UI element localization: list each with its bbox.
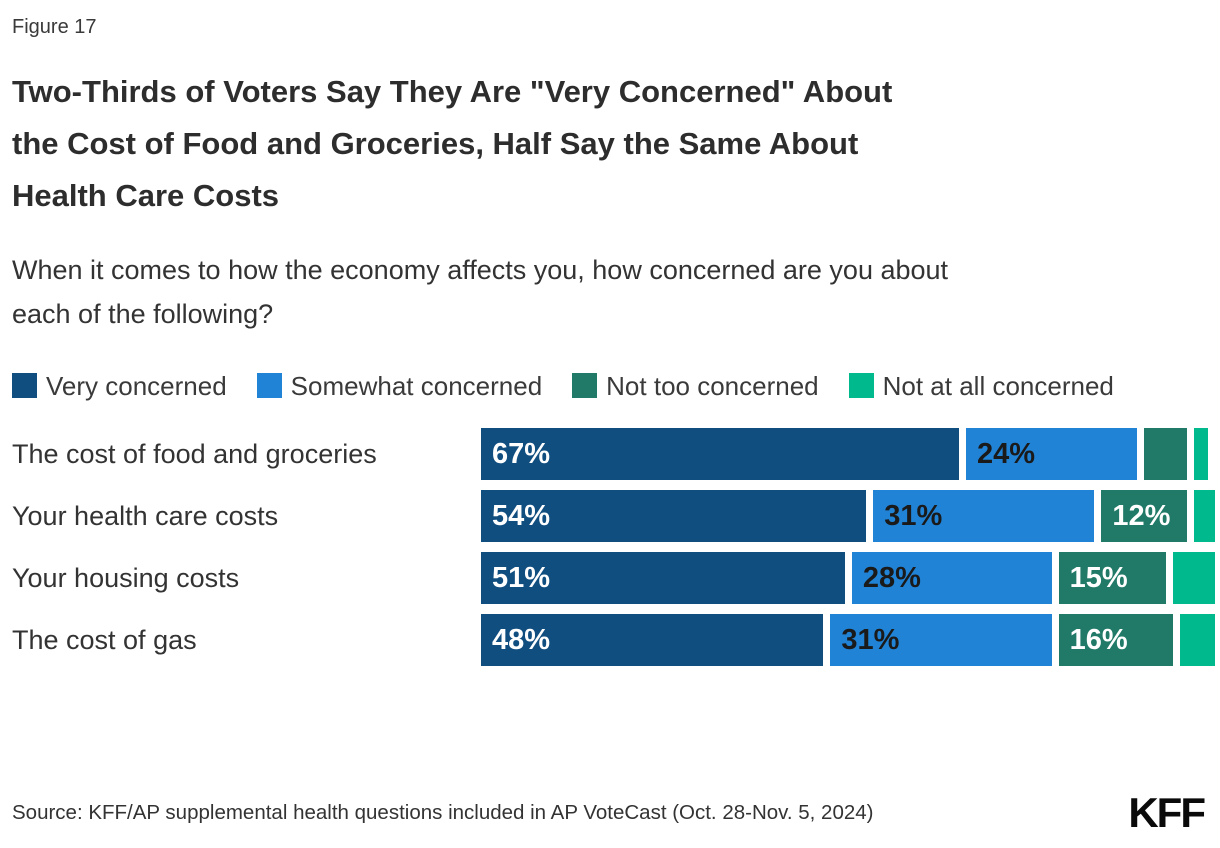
bar-value-label: 24% xyxy=(976,437,1036,470)
kff-logo: KFF xyxy=(1128,789,1206,836)
category-label: Your housing costs xyxy=(12,562,240,593)
bar-segment-very-concerned: 67% xyxy=(481,428,959,480)
bar-value-label: 12% xyxy=(1112,499,1171,532)
bar-segment-not-at-all-concerned xyxy=(1193,490,1216,542)
bar-value-label: 51% xyxy=(492,561,551,594)
chart-title-line-2: the Cost of Food and Groceries, Half Say… xyxy=(12,126,859,161)
legend-swatch-very-concerned xyxy=(12,373,37,398)
bar-segment-very-concerned: 54% xyxy=(481,490,867,542)
chart-legend: Very concerned Somewhat concerned Not too … xyxy=(12,360,1208,413)
bar-track: 54% 31% 12% xyxy=(481,490,1216,542)
bar-segment-not-too-concerned: 16% xyxy=(1058,614,1173,666)
bar-segment-not-too-concerned: 15% xyxy=(1058,552,1166,604)
bar-segment-somewhat-concerned: 31% xyxy=(830,614,1052,666)
chart-row: Your health care costs 54% 31% 12% xyxy=(12,490,1216,542)
bar-segment-very-concerned: 51% xyxy=(481,552,845,604)
bar-segment-not-at-all-concerned xyxy=(1172,552,1216,604)
legend-label: Not at all concerned xyxy=(882,371,1114,401)
bar-segment-not-at-all-concerned xyxy=(1193,428,1209,480)
category-label: Your health care costs xyxy=(12,500,279,531)
bar-value-label: 16% xyxy=(1069,623,1128,656)
source-note: Source: KFF/AP supplemental health quest… xyxy=(12,801,874,824)
bar-value-label: 31% xyxy=(884,499,943,532)
figure-number-label: Figure 17 xyxy=(12,16,97,38)
chart-row: The cost of gas 48% 31% 16% xyxy=(12,614,1216,666)
legend-label: Somewhat concerned xyxy=(290,371,543,401)
chart-title-line-3: Health Care Costs xyxy=(12,178,280,213)
bar-value-label: 48% xyxy=(492,623,551,656)
category-label: The cost of food and groceries xyxy=(12,438,377,469)
bar-value-label: 15% xyxy=(1069,561,1128,594)
bar-value-label: 28% xyxy=(862,561,921,594)
bar-segment-very-concerned: 48% xyxy=(481,614,824,666)
chart-row: The cost of food and groceries 67% 24% xyxy=(12,428,1209,480)
bar-value-label: 31% xyxy=(841,623,900,656)
bar-segment-somewhat-concerned: 31% xyxy=(873,490,1095,542)
legend-swatch-somewhat-concerned xyxy=(256,373,282,398)
bar-segment-somewhat-concerned: 24% xyxy=(965,428,1138,480)
chart-row: Your housing costs 51% 28% 15% xyxy=(12,552,1216,604)
legend-swatch-not-too-concerned xyxy=(572,373,598,398)
bar-track: 48% 31% 16% xyxy=(481,614,1216,666)
chart-question: When it comes to how the economy affects… xyxy=(12,248,1197,336)
stacked-bar-chart: The cost of food and groceries 67% 24% Your… xyxy=(12,428,1216,666)
bar-value-label: 67% xyxy=(492,437,551,470)
legend-label: Very concerned xyxy=(46,371,227,401)
bar-track: 51% 28% 15% xyxy=(481,552,1216,604)
bar-segment-somewhat-concerned: 28% xyxy=(851,552,1052,604)
chart-title-line-1: Two-Thirds of Voters Say They Are "Very … xyxy=(12,74,893,109)
chart-question-line-2: each of the following? xyxy=(12,299,274,329)
chart-footer: Source: KFF/AP supplemental health quest… xyxy=(12,789,1206,836)
bar-segment-not-too-concerned xyxy=(1144,428,1187,480)
chart-question-line-1: When it comes to how the economy affects… xyxy=(12,255,949,285)
legend-swatch-not-at-all-concerned xyxy=(848,373,874,398)
category-label: The cost of gas xyxy=(12,624,197,655)
bar-track: 67% 24% xyxy=(481,428,1209,480)
bar-segment-not-too-concerned: 12% xyxy=(1101,490,1187,542)
legend-label: Not too concerned xyxy=(606,371,819,401)
bar-value-label: 54% xyxy=(492,499,551,532)
bar-segment-not-at-all-concerned xyxy=(1179,614,1216,666)
chart-title: Two-Thirds of Voters Say They Are "Very … xyxy=(12,66,1182,222)
